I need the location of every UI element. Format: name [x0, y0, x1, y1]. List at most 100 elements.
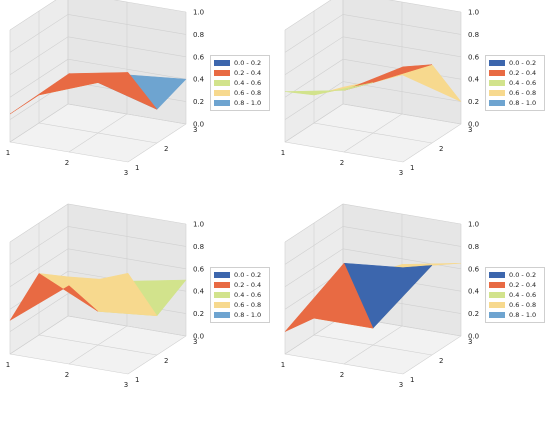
legend-entry: 0.4 - 0.6 [489, 290, 541, 300]
legend-label: 0.0 - 0.2 [234, 59, 262, 67]
z-tick-label: 1.0 [193, 221, 204, 229]
z-tick-label: 0.8 [193, 31, 204, 39]
chart-panel-p25: P251231230.00.20.40.60.81.00.0 - 0.20.2 … [275, 203, 550, 424]
legend-entry: 0.2 - 0.4 [214, 68, 266, 78]
legend-entry: 0.2 - 0.4 [214, 280, 266, 290]
legend: 0.0 - 0.2 0.2 - 0.4 0.4 - 0.6 0.6 - 0.8 0.8 … [210, 267, 270, 323]
y-gridline [38, 11, 158, 144]
legend-swatch [489, 70, 505, 76]
x-tick-label: 2 [340, 159, 344, 167]
z-tick-label: 1.0 [468, 9, 479, 17]
legend-entry: 0.0 - 0.2 [214, 270, 266, 280]
surface-face [284, 262, 374, 332]
y-tick-label: 2 [439, 357, 443, 365]
legend-label: 0.2 - 0.4 [509, 69, 537, 77]
legend-swatch [214, 302, 230, 308]
legend-entry: 0.8 - 1.0 [214, 310, 266, 320]
chart-panel-p12: P121231230.00.20.40.60.81.00.0 - 0.20.2 … [275, 0, 550, 212]
legend-label: 0.6 - 0.8 [234, 301, 262, 309]
legend: 0.0 - 0.2 0.2 - 0.4 0.4 - 0.6 0.6 - 0.8 0.8 … [210, 55, 270, 111]
legend-label: 0.0 - 0.2 [509, 271, 537, 279]
z-tick-label: 0.4 [468, 76, 480, 84]
legend-label: 0.4 - 0.6 [234, 79, 262, 87]
legend-swatch [489, 302, 505, 308]
y-tick-label: 1 [410, 376, 414, 384]
y-gridline [67, 204, 187, 337]
legend-entry: 0.6 - 0.8 [489, 88, 541, 98]
z-tick-label: 0.0 [468, 333, 479, 341]
x-tick-label: 1 [281, 361, 285, 369]
z-gridline [9, 0, 187, 31]
legend-label: 0.8 - 1.0 [234, 99, 262, 107]
legend-swatch [489, 312, 505, 318]
legend-entry: 0.6 - 0.8 [214, 88, 266, 98]
legend-label: 0.2 - 0.4 [509, 281, 537, 289]
z-tick-label: 0.8 [468, 243, 479, 251]
legend-entry: 0.0 - 0.2 [489, 58, 541, 68]
z-tick-label: 0.6 [193, 265, 205, 273]
surface-face [9, 73, 99, 115]
legend-label: 0.4 - 0.6 [234, 291, 262, 299]
z-tick-label: 1.0 [193, 9, 204, 17]
legend-entry: 0.8 - 1.0 [489, 98, 541, 108]
y-gridline [313, 223, 433, 356]
y-tick-label: 2 [164, 357, 168, 365]
z-tick-label: 0.4 [193, 288, 205, 296]
legend-swatch [214, 272, 230, 278]
chart-panel-p10: P101231230.00.20.40.60.81.00.0 - 0.20.2 … [0, 0, 275, 212]
legend: 0.0 - 0.2 0.2 - 0.4 0.4 - 0.6 0.6 - 0.8 0.8 … [485, 267, 545, 323]
z-tick-label: 0.2 [193, 310, 204, 318]
z-tick-label: 0.2 [468, 310, 479, 318]
y-tick-label: 2 [439, 145, 443, 153]
y-gridline [67, 0, 187, 125]
legend-swatch [214, 100, 230, 106]
y-gridline [284, 30, 404, 163]
z-tick-label: 0.6 [468, 265, 480, 273]
surface-face [9, 273, 99, 321]
legend-label: 0.6 - 0.8 [509, 301, 537, 309]
z-tick-label: 1.0 [468, 221, 479, 229]
legend-swatch [214, 282, 230, 288]
legend-swatch [214, 80, 230, 86]
legend: 0.0 - 0.2 0.2 - 0.4 0.4 - 0.6 0.6 - 0.8 0.8 … [485, 55, 545, 111]
legend-label: 0.0 - 0.2 [234, 271, 262, 279]
legend-entry: 0.2 - 0.4 [489, 68, 541, 78]
legend-label: 0.6 - 0.8 [509, 89, 537, 97]
x-tick-label: 1 [6, 149, 10, 157]
legend-swatch [489, 282, 505, 288]
z-tick-label: 0.2 [468, 98, 479, 106]
legend-entry: 0.0 - 0.2 [214, 58, 266, 68]
x-tick-label: 2 [65, 371, 69, 379]
y-tick-label: 3 [193, 338, 197, 346]
legend-swatch [214, 312, 230, 318]
x-tick-label: 2 [340, 371, 344, 379]
legend-swatch [214, 90, 230, 96]
legend-entry: 0.4 - 0.6 [489, 78, 541, 88]
y-tick-label: 1 [135, 164, 139, 172]
legend-entry: 0.6 - 0.8 [214, 300, 266, 310]
chart-panel-p13: P131231230.00.20.40.60.81.00.0 - 0.20.2 … [0, 203, 275, 424]
z-tick-label: 0.8 [193, 243, 204, 251]
z-tick-label: 0.4 [468, 288, 480, 296]
z-tick-label: 0.0 [193, 121, 204, 129]
legend-entry: 0.2 - 0.4 [489, 280, 541, 290]
legend-swatch [214, 60, 230, 66]
z-tick-label: 0.8 [468, 31, 479, 39]
legend-entry: 0.8 - 1.0 [214, 98, 266, 108]
x-tick-label: 3 [124, 169, 128, 177]
legend-label: 0.2 - 0.4 [234, 69, 262, 77]
z-tick-label: 0.6 [193, 53, 205, 61]
y-gridline [284, 242, 404, 375]
legend-swatch [214, 70, 230, 76]
legend-entry: 0.6 - 0.8 [489, 300, 541, 310]
z-gridline [284, 0, 462, 31]
legend-label: 0.2 - 0.4 [234, 281, 262, 289]
z-tick-label: 0.4 [193, 76, 205, 84]
y-gridline [38, 223, 158, 356]
z-tick-label: 0.0 [193, 333, 204, 341]
legend-swatch [489, 90, 505, 96]
x-tick-label: 3 [124, 381, 128, 389]
